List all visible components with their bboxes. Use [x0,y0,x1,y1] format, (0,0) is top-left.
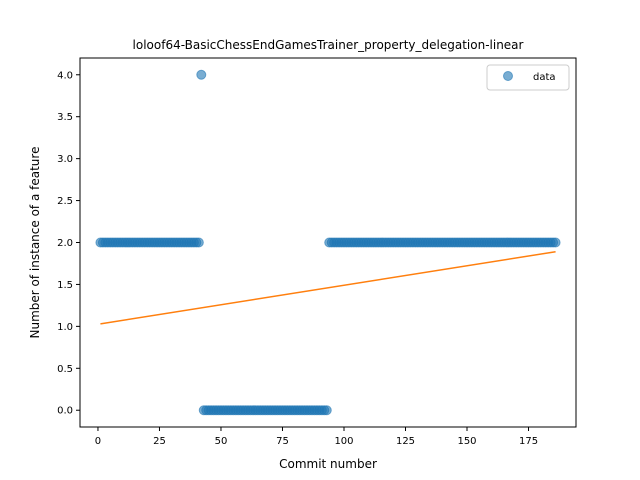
y-tick-label: 4.0 [57,70,73,81]
legend-box [486,64,570,91]
legend-marker-data [503,71,513,81]
y-tick-label: 2.5 [57,196,73,207]
x-tick-label: 25 [153,436,166,447]
x-tick-label: 100 [334,436,353,447]
x-axis-label: Commit number [279,457,377,471]
x-tick-label: 175 [519,436,538,447]
x-tick-label: 150 [457,436,476,447]
trend-line [100,250,556,325]
y-axis-label: Number of instance of a feature [28,147,42,339]
y-tick-label: 3.0 [57,154,73,165]
x-axis-ticks: 0 25 50 75 100 125 150 175 [95,427,538,447]
x-tick-label: 75 [276,436,289,447]
data-point [193,237,204,248]
y-tick-label: 0.5 [57,364,73,375]
y-axis-ticks: 0.0 0.5 1.0 1.5 2.0 2.5 3.0 3.5 4.0 [57,70,80,417]
x-tick-label: 50 [215,436,228,447]
data-point [321,405,332,416]
y-tick-label: 1.0 [57,322,73,333]
chart-title: loloof64-BasicChessEndGamesTrainer_prope… [133,38,524,52]
x-tick-label: 0 [95,436,101,447]
y-tick-label: 0.0 [57,406,73,417]
y-tick-label: 2.0 [57,238,73,249]
legend: data [486,64,570,91]
data-point [550,237,561,248]
plot-area [95,69,561,416]
legend-label-data: data [533,72,556,83]
axes-frame [79,57,577,428]
y-tick-label: 1.5 [57,280,73,291]
data-point [196,69,207,80]
y-tick-label: 3.5 [57,112,73,123]
x-tick-label: 125 [396,436,415,447]
